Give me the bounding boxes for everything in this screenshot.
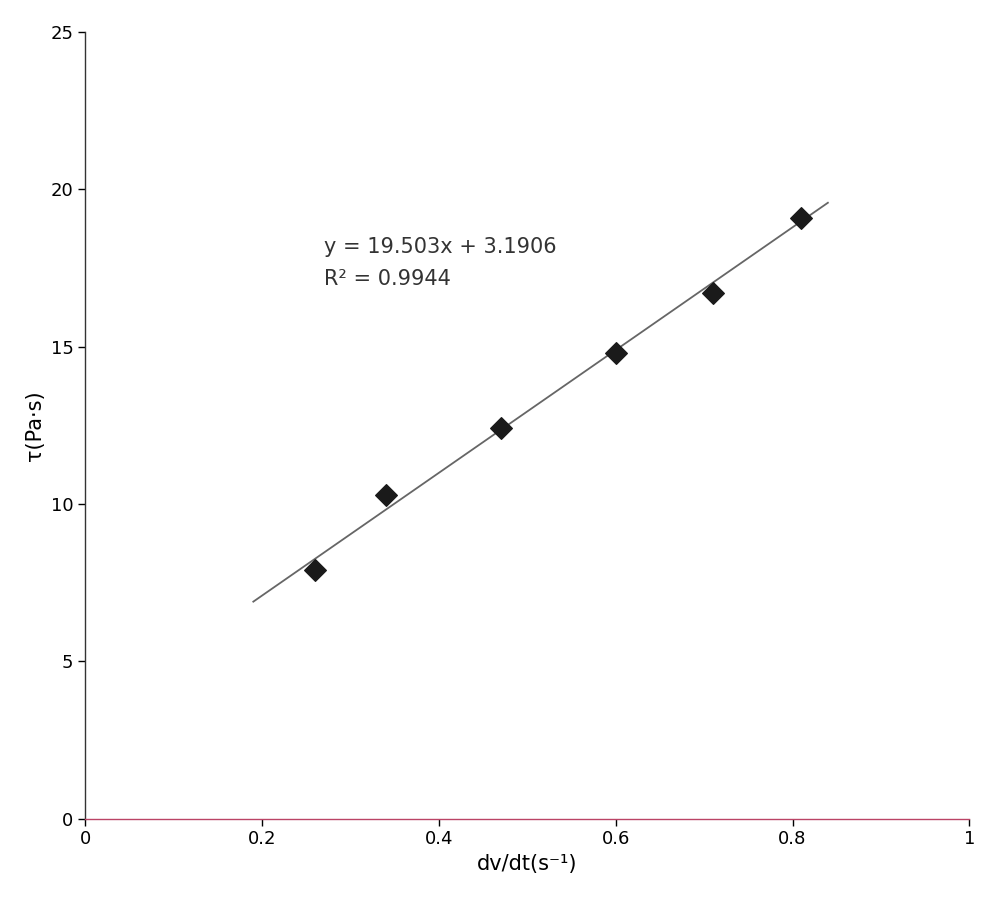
X-axis label: dv/dt(s⁻¹): dv/dt(s⁻¹) [477,854,578,874]
Point [307,563,323,577]
Point [793,210,809,225]
Text: y = 19.503x + 3.1906
R² = 0.9944: y = 19.503x + 3.1906 R² = 0.9944 [324,236,557,289]
Point [378,487,394,502]
Point [705,286,721,300]
Point [608,346,624,360]
Point [493,422,509,436]
Y-axis label: τ(Pa·s): τ(Pa·s) [25,390,45,460]
